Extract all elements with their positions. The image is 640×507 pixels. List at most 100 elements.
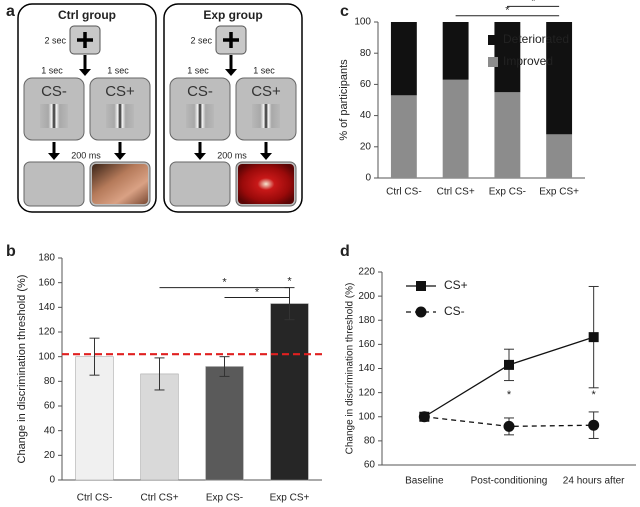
legend-label: Deteriorated <box>503 32 569 46</box>
panel-label: b <box>6 243 16 260</box>
chart: c 0 20 40 60 80 100 % of participants Ctrl CS- Ct… <box>338 0 585 198</box>
marker <box>418 411 430 423</box>
cs-label: CS- <box>41 83 67 100</box>
gabor <box>252 104 280 128</box>
y-tick-label: 40 <box>360 110 372 121</box>
y-tick-label: 60 <box>360 79 372 90</box>
legend-label: Improved <box>503 54 553 68</box>
group-box <box>17 3 157 213</box>
delay: 200 ms <box>217 150 247 160</box>
bar <box>270 303 309 481</box>
legend-label: CS- <box>444 304 465 318</box>
marker <box>588 419 600 431</box>
x-tick-label: Exp CS- <box>489 187 526 198</box>
chart: b 0 20 40 60 80 100 120 140 160 180 Change in discr… <box>6 243 322 504</box>
outcome-box <box>169 161 231 207</box>
bar <box>140 373 179 481</box>
x-tick-label: 24 hours after <box>563 476 625 487</box>
significance-label: * <box>222 277 227 289</box>
legend-label: CS+ <box>444 278 468 292</box>
bar-segment <box>442 22 469 80</box>
gabor <box>106 104 134 128</box>
significance-label: * <box>255 286 260 298</box>
bar <box>205 366 244 481</box>
significance-label: * <box>505 5 510 17</box>
y-axis-label: Change in discrimination threshold (%) <box>345 283 356 455</box>
y-tick-label: 80 <box>364 436 376 447</box>
bar-segment <box>390 95 417 178</box>
x-tick-label: Exp CS- <box>206 493 243 504</box>
delay: 200 ms <box>71 150 101 160</box>
annotation: * <box>592 389 597 401</box>
cs-duration: 1 sec <box>41 65 63 75</box>
annotation: * <box>507 389 512 401</box>
x-tick-label: Baseline <box>405 476 444 487</box>
y-axis-label: Change in discrimination threshold (%) <box>16 275 28 464</box>
y-tick-label: 20 <box>44 450 56 461</box>
significance-label: * <box>531 0 536 7</box>
group-title: Ctrl group <box>58 8 116 22</box>
outcome-image <box>92 164 148 204</box>
arrow-head <box>48 153 60 160</box>
outcome-box <box>23 161 85 207</box>
x-tick-label: Ctrl CS- <box>77 493 113 504</box>
x-tick-label: Ctrl CS- <box>386 187 422 198</box>
group-box <box>163 3 303 213</box>
marker <box>503 420 515 432</box>
y-tick-label: 0 <box>49 475 55 486</box>
panel-label: d <box>340 243 350 260</box>
cs-label: CS+ <box>251 83 281 100</box>
x-tick-label: Post-conditioning <box>471 476 548 487</box>
y-tick-label: 40 <box>44 425 56 436</box>
bar-segment <box>390 22 417 96</box>
panel-label: c <box>340 3 349 20</box>
y-tick-label: 60 <box>44 401 56 412</box>
outcome-image <box>238 164 294 204</box>
y-tick-label: 100 <box>354 17 371 28</box>
x-tick-label: Ctrl CS+ <box>140 493 178 504</box>
panel-label: a <box>6 3 15 20</box>
cs-label: CS+ <box>105 83 135 100</box>
y-tick-label: 160 <box>358 339 375 350</box>
y-tick-label: 140 <box>358 363 375 374</box>
x-tick-label: Ctrl CS+ <box>437 187 475 198</box>
x-tick-label: Exp CS+ <box>539 187 579 198</box>
y-tick-label: 80 <box>44 376 56 387</box>
arrow-head <box>79 69 91 76</box>
arrow-head <box>260 153 272 160</box>
legend-marker <box>415 306 427 318</box>
arrow-head <box>225 69 237 76</box>
marker <box>588 332 599 343</box>
y-tick-label: 220 <box>358 267 375 278</box>
cs-duration: 1 sec <box>187 65 209 75</box>
bar-segment <box>494 92 521 178</box>
y-axis-label: % of participants <box>338 59 350 141</box>
bar <box>75 356 114 481</box>
y-tick-label: 180 <box>358 315 375 326</box>
fixation-cross <box>223 32 239 48</box>
y-tick-label: 80 <box>360 48 372 59</box>
bar-segment <box>546 134 573 178</box>
y-tick-label: 200 <box>358 291 375 302</box>
y-tick-label: 20 <box>360 141 372 152</box>
fixation-duration: 2 sec <box>44 35 66 45</box>
marker <box>504 359 514 370</box>
cs-label: CS- <box>187 83 213 100</box>
legend-swatch <box>488 35 498 45</box>
arrow-head <box>194 153 206 160</box>
bar-segment <box>546 22 573 135</box>
cs-duration: 1 sec <box>107 65 129 75</box>
cs-duration: 1 sec <box>253 65 275 75</box>
diagram: Ctrl group 2 sec 1 sec CS- 1 sec CS+ 200 ms Exp… <box>17 3 303 213</box>
y-tick-label: 120 <box>38 327 55 338</box>
gabor <box>186 104 214 128</box>
annotation: * <box>287 275 292 287</box>
y-tick-label: 140 <box>38 302 55 313</box>
y-tick-label: 60 <box>364 460 376 471</box>
y-tick-label: 160 <box>38 277 55 288</box>
bar-segment <box>442 79 469 178</box>
y-tick-label: 100 <box>358 411 375 422</box>
legend-swatch <box>488 57 498 67</box>
